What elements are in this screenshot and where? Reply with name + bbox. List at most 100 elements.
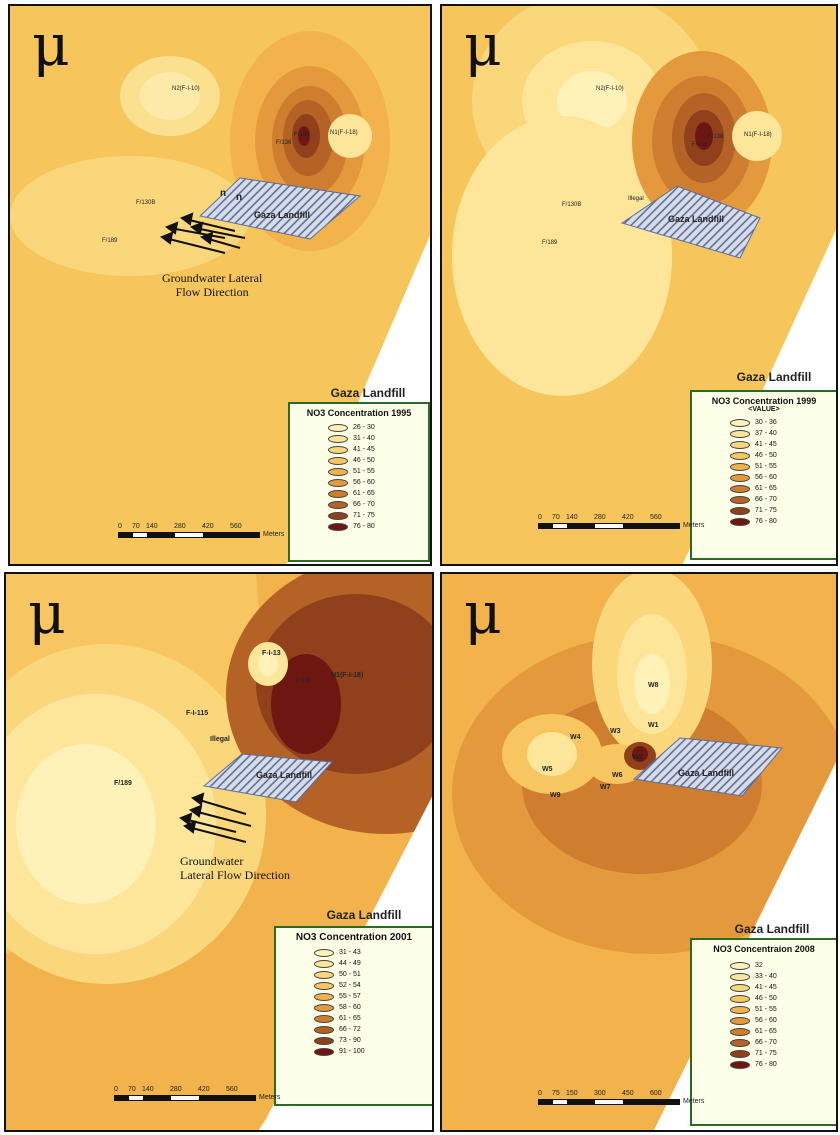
well-label-n-b: n (236, 192, 243, 203)
legend-item-label: 56 - 60 (755, 474, 777, 481)
legend-swatch-icon (730, 462, 750, 471)
legend-item: 58 - 60 (276, 1002, 432, 1013)
legend-item: 76 - 80 (692, 516, 836, 527)
scale-tick-label: 0 (114, 1086, 118, 1093)
legend-swatch-icon (730, 972, 750, 981)
legend-swatch-icon (314, 1003, 334, 1012)
contour-map (442, 6, 836, 564)
scale-bar: 0 70 140 280 420 560 Meters (118, 523, 284, 538)
legend-item-label: 37 - 40 (755, 430, 777, 437)
legend-item: 37 - 40 (692, 428, 836, 439)
legend-item: 66 - 72 (276, 1024, 432, 1035)
scale-tick-label: 600 (650, 1090, 662, 1097)
well-label-f136: F/136 (692, 142, 708, 148)
legend-item-label: 66 - 72 (339, 1026, 361, 1033)
legend-item-label: 33 - 40 (755, 973, 777, 980)
scale-tick-label: 560 (226, 1086, 238, 1093)
legend-item: 41 - 45 (692, 982, 836, 993)
well-label-w6: W6 (612, 772, 623, 779)
legend-item: 56 - 60 (692, 472, 836, 483)
legend-swatch-icon (314, 1036, 334, 1045)
scale-tick-label: 420 (202, 523, 214, 530)
map-panel-1999: μ N2(F-I-10) N1(F-I-18) F/138 F/136 F/13… (440, 4, 838, 566)
legend-title: Gaza Landfill (330, 386, 406, 400)
legend-swatch-icon (730, 451, 750, 460)
scale-bar: 0 75 150 300 450 600 Meters (538, 1090, 704, 1105)
scale-units: Meters (259, 1093, 281, 1101)
legend-swatch-icon (730, 994, 750, 1003)
legend-item: 66 - 70 (692, 494, 836, 505)
legend-item-label: 58 - 60 (339, 1004, 361, 1011)
scale-units: Meters (683, 1097, 705, 1105)
legend-item-label: 51 - 55 (755, 1006, 777, 1013)
legend-item-label: 71 - 75 (755, 507, 777, 514)
legend-item-label: 61 - 65 (339, 1015, 361, 1022)
legend-item: 56 - 60 (290, 477, 428, 488)
legend-swatch-icon (730, 1060, 750, 1069)
legend-swatch-icon (730, 1016, 750, 1025)
scale-tick-label: 450 (622, 1090, 634, 1097)
legend-item-label: 51 - 55 (755, 463, 777, 470)
legend-item: 61 - 65 (290, 488, 428, 499)
legend-swatch-icon (314, 948, 334, 957)
legend-swatch-icon (730, 473, 750, 482)
scale-bar: 0 70 140 280 420 560 Meters (538, 514, 704, 529)
map-panel-1995: μ N2(F-I-10) N1(F-I-18) F/138 F/136 F/13… (8, 4, 432, 566)
legend-swatch-icon (730, 1027, 750, 1036)
legend-item: 33 - 40 (692, 971, 836, 982)
well-label-f130b: F/130B (136, 200, 156, 206)
legend-item-label: 61 - 65 (353, 490, 375, 497)
legend-item: 50 - 51 (276, 969, 432, 980)
scale-tick-label: 0 (118, 523, 122, 530)
legend-item: 91 - 100 (276, 1046, 432, 1057)
map-panel-2008: μ W8 W1 W3 W4 W2 W5 W6 W7 W9 Gaza Landfi… (440, 572, 838, 1132)
well-label-f189: F/189 (114, 780, 132, 787)
scale-tick-label: 420 (198, 1086, 210, 1093)
well-label-n1: N1(F-I-18) (744, 132, 772, 138)
legend-item-label: 50 - 51 (339, 971, 361, 978)
legend-swatch-icon (730, 983, 750, 992)
scale-tick-label: 560 (230, 523, 242, 530)
legend-heading: NO3 Concentration 1999 (711, 396, 817, 406)
legend-heading: NO3 Concentration 2001 (295, 932, 413, 943)
legend-item: 46 - 50 (692, 450, 836, 461)
legend-item: 46 - 50 (290, 455, 428, 466)
legend-item-label: 91 - 100 (339, 1048, 365, 1055)
contour-map (10, 6, 430, 564)
flow-direction-label: Groundwater Lateral Flow Direction (162, 271, 263, 299)
legend-swatch-icon (328, 423, 348, 432)
legend-swatch-icon (730, 418, 750, 427)
legend-item: 66 - 70 (692, 1037, 836, 1048)
landfill-label: Gaza Landfill (668, 214, 725, 224)
landfill-label: Gaza Landfill (254, 210, 311, 220)
legend-swatch-icon (314, 1025, 334, 1034)
legend-title: Gaza Landfill (734, 922, 810, 936)
well-label-w5: W5 (542, 766, 553, 773)
legend-swatch-icon (730, 961, 750, 970)
legend-item: 52 - 54 (276, 980, 432, 991)
legend-list: 26 - 30 31 - 40 41 - 45 46 - 50 51 - 55 56 - … (290, 422, 428, 532)
well-label-f130b: F/130B (562, 202, 582, 208)
well-label-fi13: F-I-13 (262, 650, 281, 657)
legend-swatch-icon (314, 981, 334, 990)
legend-swatch-icon (328, 522, 348, 531)
legend-item-label: 76 - 80 (755, 1061, 777, 1068)
legend-swatch-icon (314, 1047, 334, 1056)
legend-swatch-icon (328, 478, 348, 487)
well-label-n1: N1(F-I-18) (331, 672, 364, 679)
legend-swatch-icon (328, 500, 348, 509)
legend-item-label: 61 - 65 (755, 485, 777, 492)
well-label-illegal: Illegal (210, 736, 230, 743)
legend-swatch-icon (328, 456, 348, 465)
legend-item-label: 41 - 45 (353, 446, 375, 453)
well-label-n2: N2(F-I-10) (172, 86, 200, 92)
legend-item: 31 - 43 (276, 947, 432, 958)
legend-item: 41 - 45 (692, 439, 836, 450)
legend-box: NO3 Concentration 1999 <VALUE> 30 - 36 37… (690, 390, 836, 560)
legend-item: 71 - 75 (290, 510, 428, 521)
legend-box: NO3 Concentration 2001 31 - 43 44 - 49 50 … (274, 926, 432, 1106)
legend-swatch-icon (314, 1014, 334, 1023)
well-label-f189: F/189 (102, 238, 118, 244)
legend-swatch-icon (314, 970, 334, 979)
scale-tick-label: 75 (552, 1090, 560, 1097)
